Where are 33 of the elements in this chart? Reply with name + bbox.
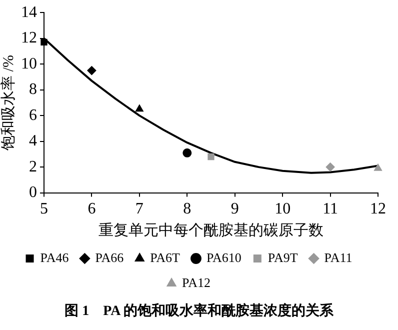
point — [326, 162, 335, 172]
x-tick-label: 10 — [274, 200, 291, 218]
x-tick-label: 12 — [370, 200, 386, 218]
x-tick-label: 9 — [230, 200, 239, 218]
y-tick-label: 0 — [29, 184, 37, 202]
x-tick-label: 5 — [40, 200, 48, 218]
y-tick-label: 12 — [21, 30, 37, 47]
x-axis-title: 重复单元中每个酰胺基的碳原子数 — [98, 222, 324, 239]
legend-label: PA46 — [40, 250, 70, 265]
legend-label: PA66 — [95, 250, 124, 265]
x-tick-label: 7 — [135, 200, 144, 218]
point — [87, 66, 96, 76]
y-tick-label: 14 — [21, 4, 37, 21]
point — [40, 38, 48, 46]
legend-label: PA11 — [324, 250, 352, 265]
y-tick-label: 10 — [21, 55, 37, 72]
x-tick-label: 11 — [322, 200, 338, 218]
point — [374, 164, 382, 171]
legend-label: PA12 — [182, 274, 210, 290]
point — [182, 148, 192, 158]
point — [135, 104, 144, 112]
text: 图 1 PA 的饱和吸水率和酰胺基浓度的关系 — [64, 302, 334, 320]
y-tick-label: 6 — [29, 106, 37, 124]
legend-label: PA9T — [268, 250, 298, 265]
x-tick-label: 6 — [88, 200, 96, 218]
legend-label: PA6T — [150, 250, 180, 265]
y-tick-label: 8 — [29, 81, 37, 98]
x-tick-label: 8 — [183, 200, 192, 218]
legend-label: PA610 — [206, 250, 242, 265]
point — [208, 153, 214, 160]
y-axis-title: 饱和吸水率 /% — [0, 54, 17, 152]
y-tick-label: 2 — [29, 158, 37, 176]
y-tick-label: 4 — [29, 132, 37, 150]
